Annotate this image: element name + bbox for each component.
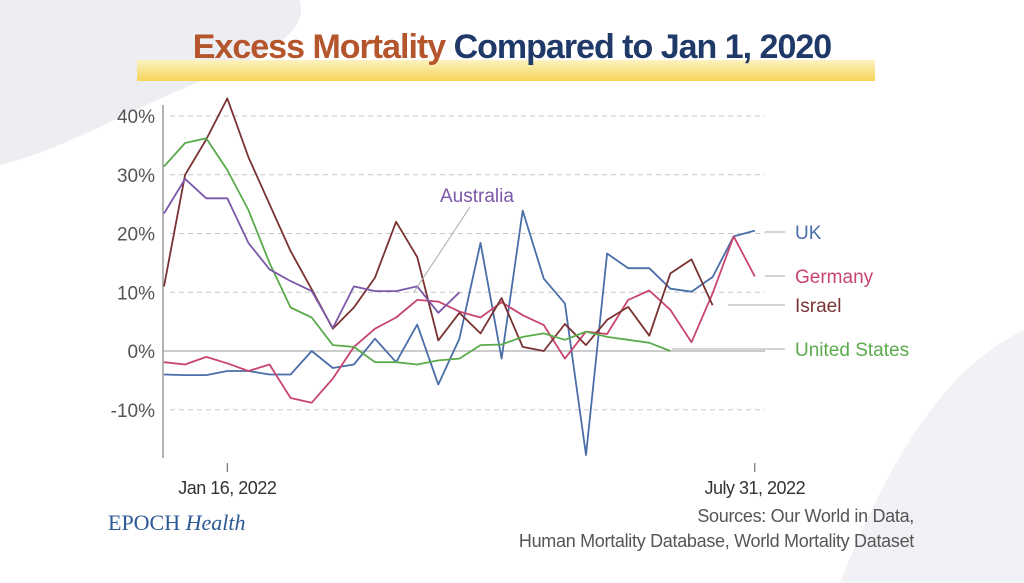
- series-line-germany: [163, 235, 756, 404]
- x-tick-label: Jan 16, 2022: [178, 478, 277, 498]
- logo-epoch: EPOCH: [108, 510, 181, 535]
- title-highlight-bar: [137, 60, 875, 81]
- series-line-australia: [163, 177, 461, 330]
- series-label: Australia: [440, 186, 514, 207]
- y-tick-label: 30%: [117, 166, 155, 187]
- series-line-uk: [163, 209, 756, 456]
- y-tick-label: 0%: [128, 342, 156, 363]
- sources-line-2: Human Mortality Database, World Mortalit…: [518, 531, 914, 551]
- series-label: UK: [795, 223, 822, 244]
- series-line-israel: [163, 97, 714, 352]
- logo-health: Health: [185, 510, 246, 535]
- series-label: Germany: [795, 267, 874, 288]
- chart-title: Excess Mortality Compared to Jan 1, 2020: [0, 28, 1024, 67]
- title-rest: Compared to Jan 1, 2020: [453, 28, 833, 66]
- series-line-united-states: [163, 137, 671, 366]
- title-highlight: Excess Mortality: [192, 28, 446, 66]
- sources: Sources: Our World in Data, Human Mortal…: [519, 504, 914, 554]
- leader-line: [413, 206, 471, 293]
- epoch-health-logo: EPOCH Health: [108, 510, 246, 536]
- y-tick-label: -10%: [111, 401, 155, 422]
- series-label: United States: [795, 340, 909, 361]
- y-tick-label: 40%: [117, 107, 155, 128]
- series-label: Israel: [795, 296, 841, 317]
- sources-line-1: Sources: Our World in Data,: [697, 506, 914, 526]
- y-tick-label: 10%: [117, 283, 155, 304]
- x-tick-label: July 31, 2022: [705, 478, 806, 498]
- y-tick-label: 20%: [117, 225, 155, 246]
